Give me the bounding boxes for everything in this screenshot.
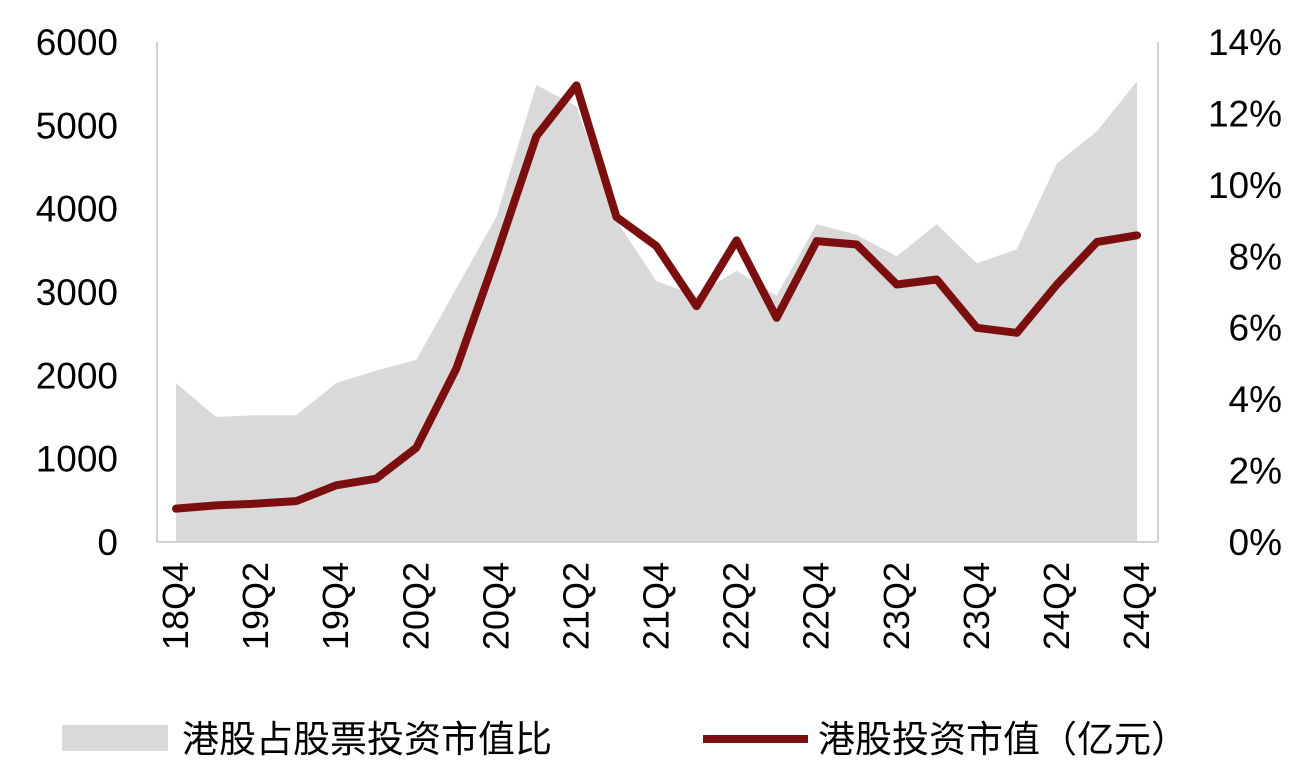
right-axis-tick-label: 4% bbox=[1229, 379, 1282, 420]
x-axis-tick-labels: 18Q4 19Q2 19Q4 20Q2 20Q4 21Q2 21Q4 22Q2 22Q4 23Q2… bbox=[155, 562, 1157, 650]
left-axis-tick-label: 1000 bbox=[36, 439, 118, 480]
legend-swatch-area-series bbox=[62, 725, 168, 751]
x-axis-tick-label: 22Q4 bbox=[796, 562, 837, 650]
left-axis-tick-label: 2000 bbox=[36, 355, 118, 396]
left-axis-tick-label: 6000 bbox=[36, 22, 118, 63]
area-series-fill bbox=[176, 81, 1137, 542]
x-axis-tick-label: 21Q4 bbox=[636, 562, 677, 650]
x-axis-tick-label: 24Q4 bbox=[1116, 562, 1157, 650]
legend: 港股占股票投资市值比 港股投资市值（亿元） bbox=[62, 718, 1188, 761]
x-axis-tick-label: 20Q2 bbox=[395, 562, 436, 650]
legend-label-line-series: 港股投资市值（亿元） bbox=[818, 718, 1188, 761]
x-axis-tick-label: 18Q4 bbox=[155, 562, 196, 650]
x-axis-tick-label: 24Q2 bbox=[1036, 562, 1077, 650]
left-axis-tick-label: 4000 bbox=[36, 189, 118, 230]
right-axis-tick-labels: 0% 2% 4% 6% 8% 10% 12% 14% bbox=[1208, 22, 1282, 563]
right-axis-tick-label: 2% bbox=[1229, 451, 1282, 492]
x-axis-tick-label: 22Q2 bbox=[716, 562, 757, 650]
left-axis-tick-label: 5000 bbox=[36, 105, 118, 146]
x-axis-tick-label: 19Q2 bbox=[235, 562, 276, 650]
right-axis-tick-label: 12% bbox=[1208, 93, 1282, 134]
legend-label-area-series: 港股占股票投资市值比 bbox=[182, 718, 552, 761]
right-axis-tick-label: 6% bbox=[1229, 308, 1282, 349]
left-axis-tick-labels: 0 1000 2000 3000 4000 5000 6000 bbox=[36, 22, 118, 563]
x-axis-tick-label: 23Q4 bbox=[956, 562, 997, 650]
x-axis-tick-label: 21Q2 bbox=[555, 562, 596, 650]
right-axis-tick-label: 8% bbox=[1229, 236, 1282, 277]
x-axis-tick-label: 23Q2 bbox=[876, 562, 917, 650]
x-axis-tick-label: 19Q4 bbox=[315, 562, 356, 650]
right-axis-tick-label: 14% bbox=[1208, 22, 1282, 63]
x-axis-tick-label: 20Q4 bbox=[475, 562, 516, 650]
right-axis-tick-label: 0% bbox=[1229, 522, 1282, 563]
area-series-layer bbox=[176, 81, 1137, 542]
left-axis-tick-label: 0 bbox=[97, 522, 118, 563]
left-axis-tick-label: 3000 bbox=[36, 272, 118, 313]
right-axis-tick-label: 10% bbox=[1208, 165, 1282, 206]
